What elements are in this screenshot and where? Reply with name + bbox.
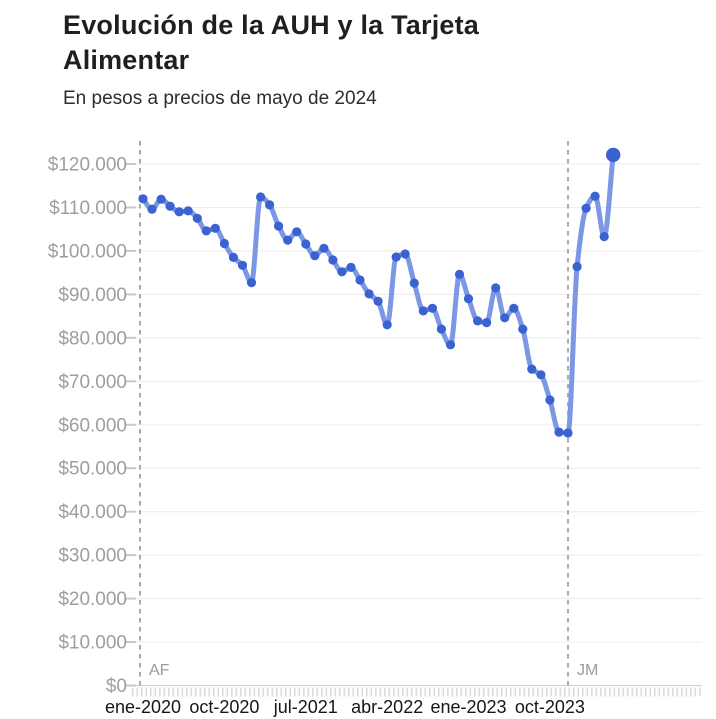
- x-axis-label: oct-2023: [515, 697, 585, 717]
- data-point: [400, 249, 410, 259]
- annotation-lines-layer: AF JM: [139, 141, 598, 686]
- data-point: [192, 213, 202, 223]
- y-axis-label: $110.000: [49, 198, 127, 219]
- gridlines-layer: [131, 163, 702, 687]
- data-point: [310, 251, 320, 261]
- data-point: [337, 267, 347, 277]
- data-point: [391, 252, 401, 262]
- x-axis-label: jul-2021: [273, 697, 338, 717]
- data-point: [409, 278, 419, 288]
- data-point: [418, 306, 428, 316]
- data-point: [599, 232, 609, 242]
- presidency-annotation-label: JM: [577, 662, 598, 679]
- y-axis-label: $120.000: [48, 155, 127, 176]
- data-point: [237, 260, 248, 270]
- data-point: [545, 395, 555, 405]
- y-axis-labels-layer: $0 $10.000 $20.000 $30.000 $40.000 $50.000 $60…: [48, 155, 127, 697]
- y-axis-label: $40.000: [58, 502, 127, 523]
- y-axis-label: $10.000: [58, 633, 127, 654]
- y-axis-label: $80.000: [58, 328, 127, 349]
- data-point: [156, 194, 166, 204]
- x-axis-label: ene-2020: [105, 697, 181, 717]
- chart-title: Evolución de la AUH y la Tarjeta Alimenta…: [63, 8, 623, 78]
- data-point: [346, 262, 356, 272]
- y-axis-label: $0: [106, 676, 127, 697]
- presidency-annotation-label: AF: [149, 662, 170, 679]
- data-point: [138, 194, 148, 204]
- data-point: [554, 427, 564, 437]
- data-point: [382, 320, 392, 330]
- data-point: [246, 278, 257, 288]
- data-point: [319, 243, 329, 253]
- data-point: [165, 201, 175, 211]
- data-point: [463, 294, 474, 304]
- data-point: [590, 191, 600, 201]
- data-point: [301, 239, 311, 249]
- data-point: [427, 303, 437, 313]
- data-point: [219, 238, 229, 249]
- data-point: [572, 262, 582, 272]
- data-point: [373, 296, 383, 306]
- data-point: [454, 269, 465, 279]
- data-point: [183, 206, 193, 216]
- data-point: [328, 255, 338, 265]
- data-point: [265, 200, 275, 210]
- data-point: [509, 303, 519, 313]
- last-data-point: [606, 147, 621, 163]
- x-axis-label: ene-2023: [430, 697, 506, 717]
- data-point: [436, 324, 446, 334]
- data-point: [500, 313, 510, 323]
- data-point: [581, 203, 591, 213]
- y-ticks-layer: [126, 163, 136, 687]
- y-axis-label: $50.000: [58, 459, 127, 480]
- x-axis-labels-layer: ene-2020 oct-2020 jul-2021 abr-2022 ene-2023…: [105, 697, 585, 717]
- series-layer: [138, 147, 621, 438]
- data-point: [283, 235, 293, 245]
- data-point: [563, 428, 573, 438]
- data-point: [536, 370, 546, 380]
- data-point: [292, 227, 302, 237]
- data-point: [228, 252, 238, 262]
- data-point: [445, 340, 456, 350]
- chart-subtitle: En pesos a precios de mayo de 2024: [63, 88, 377, 109]
- data-point: [491, 283, 501, 293]
- data-point: [527, 364, 537, 374]
- x-axis-label: abr-2022: [351, 697, 423, 717]
- data-point: [364, 289, 374, 299]
- data-point: [201, 226, 211, 236]
- data-point: [473, 316, 483, 326]
- x-axis-label: oct-2020: [189, 697, 259, 717]
- data-point: [174, 207, 184, 217]
- chart-title-line2: Alimentar: [63, 45, 190, 75]
- y-axis-label: $20.000: [58, 589, 127, 610]
- y-axis-label: $70.000: [58, 372, 127, 393]
- data-point: [355, 275, 365, 285]
- data-point: [210, 223, 220, 233]
- y-axis-label: $90.000: [58, 285, 127, 306]
- y-axis-label: $60.000: [58, 415, 127, 436]
- data-point: [274, 221, 284, 231]
- data-point: [482, 318, 492, 328]
- y-axis-label: $30.000: [58, 546, 127, 567]
- chart-title-line1: Evolución de la AUH y la Tarjeta: [63, 10, 480, 40]
- data-point: [256, 192, 266, 202]
- data-point: [518, 324, 528, 334]
- data-point: [147, 204, 157, 214]
- y-axis-label: $100.000: [48, 241, 127, 262]
